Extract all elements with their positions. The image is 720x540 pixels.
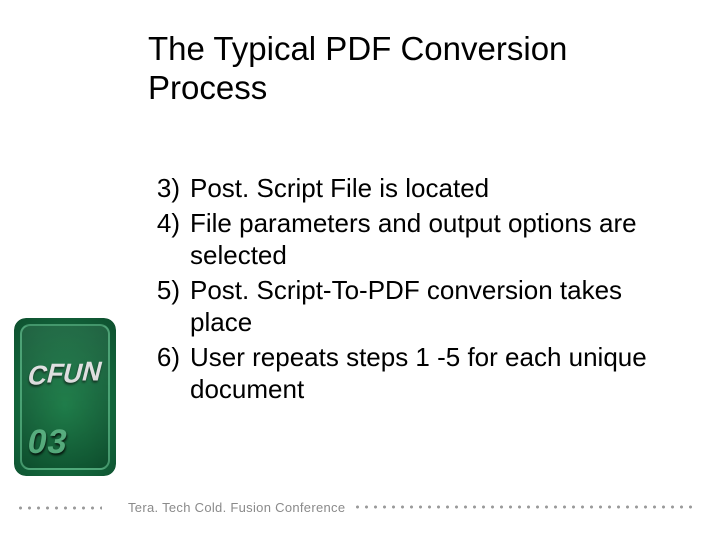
footer-text: Tera. Tech Cold. Fusion Conference [128, 500, 345, 515]
logo-text-top: CFUN [22, 357, 108, 390]
list-item-number: 5) [148, 274, 190, 307]
logo-text-year: 03 [25, 423, 72, 462]
list-item-number: 4) [148, 207, 190, 240]
footer-dots-right [353, 505, 698, 509]
list-item: 3) Post. Script File is located [148, 172, 668, 205]
slide-title: The Typical PDF Conversion Process [148, 30, 648, 108]
list-item: 4) File parameters and output options ar… [148, 207, 668, 272]
list-item-number: 6) [148, 341, 190, 374]
list-item-text: User repeats steps 1 -5 for each unique … [190, 341, 668, 406]
footer: Tera. Tech Cold. Fusion Conference [22, 496, 698, 518]
slide-body: 3) Post. Script File is located 4) File … [148, 172, 668, 408]
logo-background: CFUN 03 [14, 318, 116, 476]
list-item-text: Post. Script-To-PDF conversion takes pla… [190, 274, 668, 339]
list-item-number: 3) [148, 172, 190, 205]
list-item-text: File parameters and output options are s… [190, 207, 668, 272]
conference-logo: CFUN 03 [14, 318, 116, 476]
list-item: 6) User repeats steps 1 -5 for each uniq… [148, 341, 668, 406]
slide: The Typical PDF Conversion Process 3) Po… [0, 0, 720, 540]
list-item-text: Post. Script File is located [190, 172, 668, 205]
list-item: 5) Post. Script-To-PDF conversion takes … [148, 274, 668, 339]
